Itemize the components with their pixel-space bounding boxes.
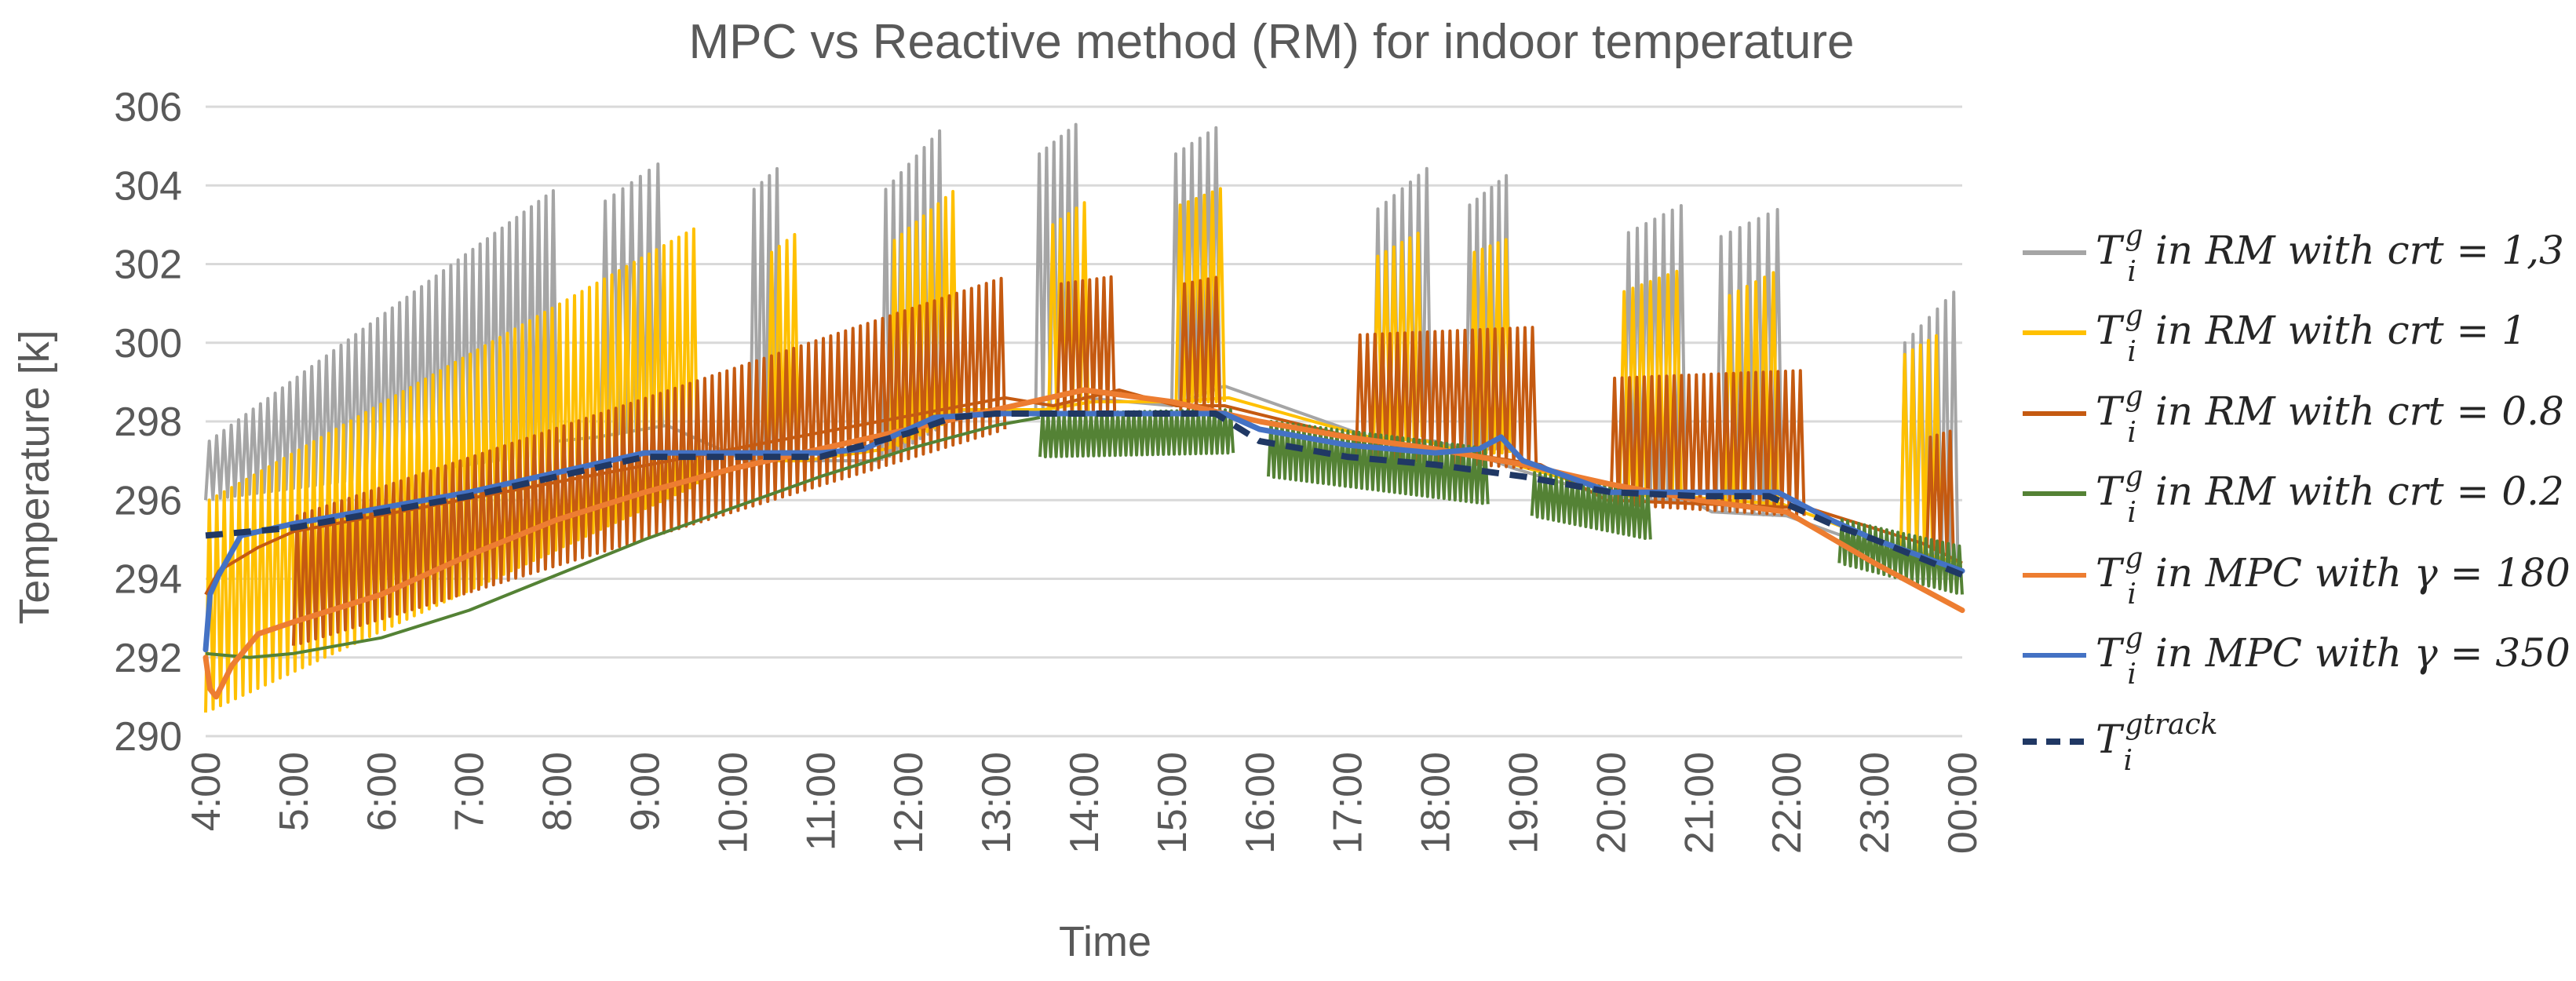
legend-description: in RM with crt = 0.8 <box>2143 388 2564 434</box>
x-tick-label: 22:00 <box>1764 752 1810 854</box>
legend-superscript: g <box>2125 220 2143 252</box>
chart-title: MPC vs Reactive method (RM) for indoor t… <box>688 15 1854 69</box>
y-tick-label: 304 <box>114 163 182 209</box>
legend-symbol: T <box>2096 308 2125 353</box>
legend-superscript: gtrack <box>2125 709 2217 741</box>
series-oscillation <box>880 129 945 461</box>
x-tick-label: 20:00 <box>1589 752 1634 854</box>
x-tick-label: 13:00 <box>974 752 1020 854</box>
series-oscillation <box>1267 420 1490 505</box>
y-tick-label: 296 <box>114 478 182 523</box>
series-7 <box>205 410 1964 578</box>
x-axis-title: Time <box>1059 918 1151 965</box>
legend-subscript: i <box>2127 578 2136 611</box>
x-tick-label: 17:00 <box>1326 752 1371 854</box>
legend-description: in MPC with γ = 350 <box>2143 630 2571 676</box>
x-tick-label: 8:00 <box>535 752 581 831</box>
legend-description: in RM with crt = 0.2 <box>2143 469 2564 514</box>
y-tick-label: 306 <box>114 85 182 130</box>
x-axis-ticks: 4:00 5:00 6:00 7:00 8:00 9:00 10:00 11:00 12:00 1… <box>184 752 1986 854</box>
x-tick-label: 9:00 <box>623 752 669 831</box>
legend-symbol: T <box>2096 550 2125 596</box>
legend-subscript: i <box>2124 745 2133 777</box>
x-tick-label: 18:00 <box>1414 752 1459 854</box>
legend-subscript: i <box>2127 497 2136 529</box>
legend-symbol: T <box>2096 717 2125 762</box>
x-tick-label: 00:00 <box>1940 752 1986 854</box>
series-oscillation <box>1530 471 1652 540</box>
x-tick-label: 5:00 <box>272 752 317 831</box>
x-tick-label: 10:00 <box>710 752 756 854</box>
legend-symbol: T <box>2096 469 2125 514</box>
x-tick-label: 21:00 <box>1677 752 1722 854</box>
x-tick-label: 14:00 <box>1062 752 1107 854</box>
y-tick-label: 298 <box>114 399 182 445</box>
legend-description: in RM with crt = 1,3 <box>2143 228 2564 273</box>
y-axis-ticks: 290 292 294 296 298 300 302 304 306 <box>114 85 182 760</box>
legend-description: in RM with crt = 1 <box>2143 308 2527 353</box>
legend-superscript: g <box>2125 381 2143 413</box>
series-oscillation <box>204 227 699 713</box>
x-tick-label: 23:00 <box>1852 752 1898 854</box>
legend-superscript: g <box>2125 542 2143 574</box>
legend-superscript: g <box>2125 461 2143 493</box>
legend-superscript: g <box>2125 300 2143 332</box>
legend-subscript: i <box>2127 417 2136 449</box>
series-lines <box>203 122 1965 713</box>
x-tick-label: 11:00 <box>798 752 844 851</box>
series-oscillation <box>1925 429 1955 556</box>
legend-superscript: g <box>2125 622 2143 655</box>
legend-symbol: T <box>2096 228 2125 273</box>
legend-subscript: i <box>2127 256 2136 288</box>
series-line <box>205 416 1041 659</box>
y-axis-title: Temperature [k] <box>11 330 58 624</box>
x-tick-label: 12:00 <box>886 752 932 854</box>
y-tick-label: 294 <box>114 557 182 603</box>
legend-subscript: i <box>2127 658 2136 691</box>
y-tick-label: 292 <box>114 636 182 681</box>
x-tick-label: 4:00 <box>184 752 229 831</box>
legend-symbol: T <box>2096 388 2125 434</box>
x-tick-label: 15:00 <box>1150 752 1195 854</box>
legend-description: in MPC with γ = 180 <box>2143 550 2571 596</box>
series-oscillation <box>1179 275 1222 415</box>
y-tick-label: 300 <box>114 321 182 367</box>
legend-subscript: i <box>2127 336 2136 368</box>
series-oscillation <box>888 190 958 450</box>
series-oscillation <box>1609 369 1806 517</box>
x-tick-label: 16:00 <box>1238 752 1283 854</box>
series-oscillation <box>1038 408 1235 458</box>
series-line <box>205 410 1964 578</box>
y-tick-label: 290 <box>114 714 182 760</box>
x-tick-label: 6:00 <box>359 752 405 831</box>
series-oscillation <box>1899 334 1942 553</box>
x-tick-label: 19:00 <box>1501 752 1547 854</box>
legend-symbol: T <box>2096 630 2125 676</box>
x-tick-label: 7:00 <box>447 752 493 831</box>
y-tick-label: 302 <box>114 243 182 288</box>
